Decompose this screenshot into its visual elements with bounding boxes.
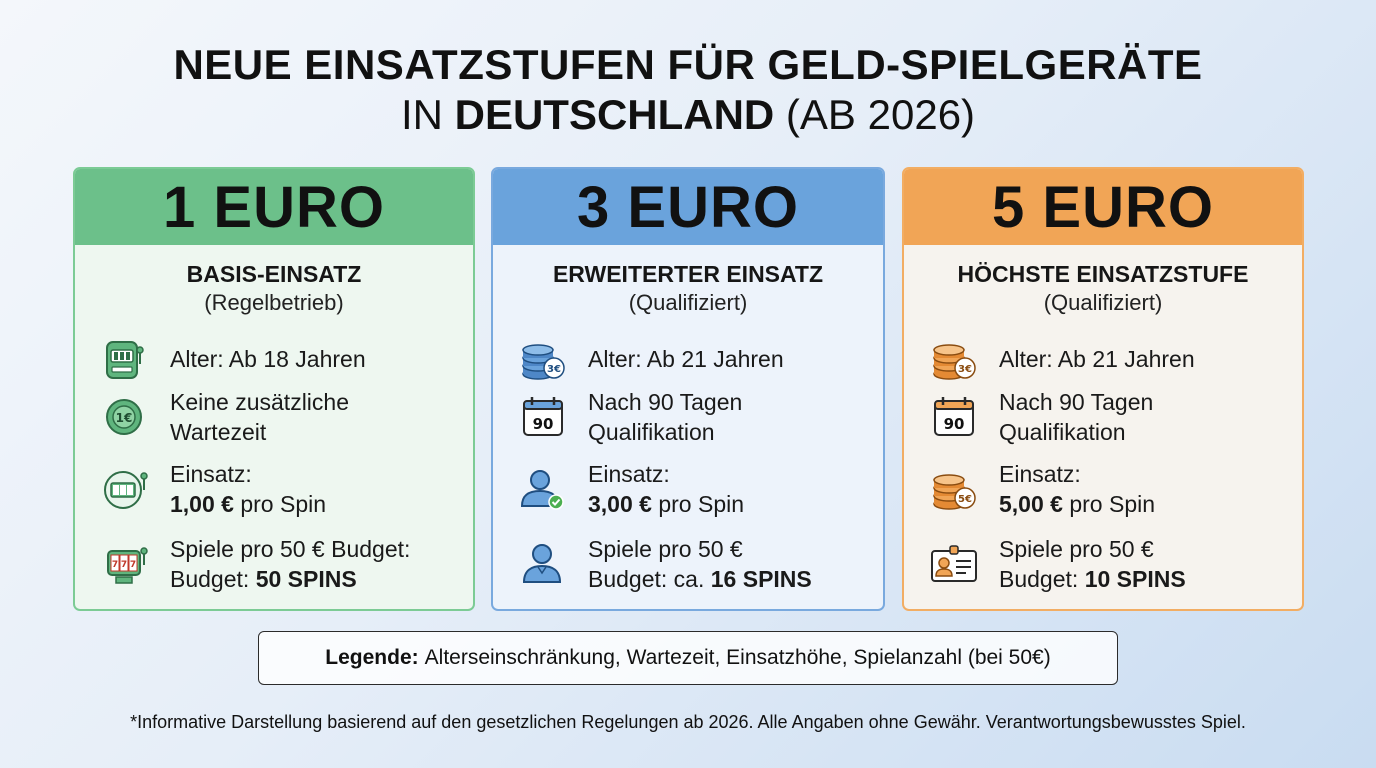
coin-stack-icon: 3€: [517, 333, 569, 385]
row-text: Einsatz:: [170, 461, 252, 487]
row-wait: 1€ Keine zusätzliche Wartezeit: [99, 387, 349, 447]
row-age: 3€ Alter: Ab 21 Jahren: [517, 329, 784, 389]
budget-prefix: Budget:: [170, 566, 256, 592]
card-5-euro: 5 EURO HÖCHSTE EINSATZSTUFE (Qualifizier…: [902, 167, 1304, 611]
row-text: Alter: Ab 21 Jahren: [999, 346, 1195, 372]
row-stake: 5€ Einsatz: 5,00 € pro Spin: [928, 459, 1155, 519]
calendar-badge: 90: [944, 415, 965, 433]
card-1-euro: 1 EURO BASIS-EINSATZ (Regelbetrieb) Alte…: [73, 167, 475, 611]
title-prefix: IN: [400, 91, 455, 138]
coin-badge: 3€: [958, 364, 972, 375]
card-header: 1 EURO: [75, 169, 473, 245]
row-text: Keine zusätzliche: [170, 389, 349, 415]
card-3-euro: 3 EURO ERWEITERTER EINSATZ (Qualifiziert…: [491, 167, 885, 611]
tier-name: HÖCHSTE EINSATZSTUFE: [957, 261, 1249, 287]
spins-value: 16 SPINS: [710, 566, 812, 592]
row-age: Alter: Ab 18 Jahren: [99, 329, 366, 389]
row-spins: 7 7 7 Spiele pro 50 € Budget: Budget: 50 …: [99, 534, 410, 594]
coin-stack-icon: 5€: [928, 463, 980, 515]
legend-label: Legende:: [325, 646, 419, 669]
stake-unit: pro Spin: [233, 491, 327, 517]
title-line-1: NEUE EINSATZSTUFEN FÜR GELD-SPIELGERÄTE: [173, 41, 1203, 88]
tier-note: (Qualifiziert): [628, 290, 748, 315]
coin-stack-icon: 3€: [928, 333, 980, 385]
row-text: Einsatz:: [588, 461, 670, 487]
row-spins: Spiele pro 50 € Budget: ca. 16 SPINS: [517, 534, 812, 594]
coin-badge: 3€: [547, 364, 561, 375]
calendar-badge: 90: [533, 415, 554, 433]
svg-text:7: 7: [112, 560, 118, 570]
tier-name: ERWEITERTER EINSATZ: [552, 261, 824, 287]
calendar-icon: 90: [517, 391, 569, 443]
reels-icon: [99, 463, 151, 515]
spins-value: 50 SPINS: [255, 566, 357, 592]
svg-text:7: 7: [130, 560, 136, 570]
footnote: *Informative Darstellung basierend auf d…: [130, 712, 1246, 732]
coin-badge: 5€: [958, 494, 972, 505]
svg-text:7: 7: [121, 560, 127, 570]
page-title: NEUE EINSATZSTUFEN FÜR GELD-SPIELGERÄTE …: [0, 40, 1376, 140]
card-subtitle: ERWEITERTER EINSATZ (Qualifiziert): [493, 259, 883, 317]
row-text-2: Qualifikation: [999, 419, 1126, 445]
title-country: DEUTSCHLAND: [454, 91, 775, 138]
row-wait: 90 Nach 90 Tagen Qualifikation: [517, 387, 742, 447]
spins-value: 10 SPINS: [1084, 566, 1186, 592]
card-header: 3 EURO: [493, 169, 883, 245]
card-header: 5 EURO: [904, 169, 1302, 245]
row-text: Nach 90 Tagen: [999, 389, 1154, 415]
row-spins: Spiele pro 50 € Budget: 10 SPINS: [928, 534, 1186, 594]
card-subtitle: BASIS-EINSATZ (Regelbetrieb): [75, 259, 473, 317]
row-text-2: Qualifikation: [588, 419, 715, 445]
stake-value: 1,00 €: [170, 491, 234, 517]
id-card-icon: [928, 538, 980, 590]
slot-reels-icon: 7 7 7: [99, 538, 151, 590]
verified-user-icon: [517, 463, 569, 515]
euro-coin-icon: 1€: [99, 391, 151, 443]
budget-prefix: Budget:: [999, 566, 1085, 592]
legend-text: Alterseinschränkung, Wartezeit, Einsatzh…: [424, 646, 1051, 669]
user-icon: [517, 538, 569, 590]
row-wait: 90 Nach 90 Tagen Qualifikation: [928, 387, 1153, 447]
row-text: Alter: Ab 18 Jahren: [170, 346, 366, 372]
card-subtitle: HÖCHSTE EINSATZSTUFE (Qualifiziert): [904, 259, 1302, 317]
stake-unit: pro Spin: [1062, 491, 1156, 517]
row-text: Alter: Ab 21 Jahren: [588, 346, 784, 372]
title-line-2: IN DEUTSCHLAND (AB 2026): [0, 90, 1376, 140]
stake-value: 5,00 €: [999, 491, 1063, 517]
row-text: Nach 90 Tagen: [588, 389, 743, 415]
calendar-icon: 90: [928, 391, 980, 443]
row-text: Spiele pro 50 € Budget:: [170, 536, 411, 562]
row-text-2: Wartezeit: [170, 419, 267, 445]
tier-note: (Qualifiziert): [1043, 290, 1163, 315]
slot-machine-icon: [99, 333, 151, 385]
stake-unit: pro Spin: [651, 491, 745, 517]
budget-prefix: Budget: ca.: [588, 566, 711, 592]
row-text: Spiele pro 50 €: [588, 536, 743, 562]
title-suffix: (AB 2026): [774, 91, 976, 138]
svg-text:1€: 1€: [116, 411, 133, 425]
row-age: 3€ Alter: Ab 21 Jahren: [928, 329, 1195, 389]
row-text: Spiele pro 50 €: [999, 536, 1154, 562]
tier-name: BASIS-EINSATZ: [186, 261, 362, 287]
row-stake: Einsatz: 3,00 € pro Spin: [517, 459, 744, 519]
tier-note: (Regelbetrieb): [204, 290, 344, 315]
row-text: Einsatz:: [999, 461, 1081, 487]
row-stake: Einsatz: 1,00 € pro Spin: [99, 459, 326, 519]
stake-value: 3,00 €: [588, 491, 652, 517]
legend-box: Legende: Alterseinschränkung, Wartezeit,…: [258, 631, 1118, 685]
